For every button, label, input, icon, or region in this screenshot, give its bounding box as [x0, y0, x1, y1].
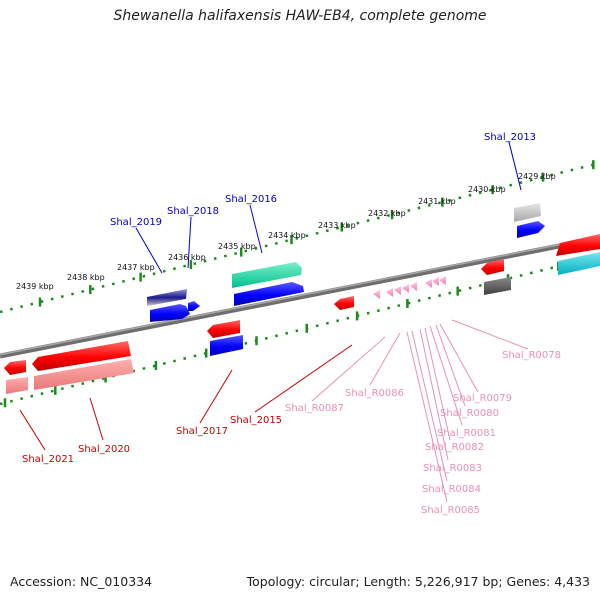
gene-shal-2016[interactable] — [234, 282, 304, 306]
gene-shal-2020-light[interactable] — [34, 359, 134, 390]
gene-rna-cluster-5[interactable] — [410, 282, 417, 291]
gene-rna-cluster-7[interactable] — [432, 277, 439, 286]
outer-major-ticks — [38, 160, 595, 307]
gene-rna-cluster-2[interactable] — [386, 288, 393, 297]
gene-shal-2015[interactable] — [334, 296, 354, 310]
leader-shal-r0079 — [439, 323, 479, 393]
leader-shal-r0085 — [406, 331, 448, 503]
leader-shal-r0087 — [311, 336, 386, 402]
gene-rna-cluster-6[interactable] — [425, 279, 432, 288]
gene-rna-cluster-1[interactable] — [373, 290, 380, 299]
scale-label-2434: 2434 kbp — [268, 231, 306, 240]
inner-major-ticks — [3, 261, 560, 408]
leader-shal-r0082 — [424, 327, 451, 441]
gene-shal-2021[interactable] — [4, 360, 26, 375]
scale-label-2431: 2431 kbp — [418, 197, 456, 206]
gene-shal-2013[interactable] — [517, 221, 545, 238]
label-shal-2017[interactable]: Shal_2017 — [176, 426, 228, 437]
leader-shal-2017 — [199, 369, 233, 424]
label-shal-r0079[interactable]: Shal_R0079 — [453, 393, 512, 404]
gene-shal-2019-grey[interactable] — [147, 289, 187, 306]
gene-shal-2019[interactable] — [150, 304, 190, 322]
map-title: Shewanella halifaxensis HAW-EB4, complet… — [113, 8, 487, 24]
leader-shal-2020 — [89, 397, 104, 441]
leader-shal-r0086 — [369, 332, 401, 386]
leader-shal-r0084 — [411, 330, 448, 482]
label-shal-2020[interactable]: Shal_2020 — [78, 444, 130, 455]
label-shal-r0086[interactable]: Shal_R0086 — [345, 388, 404, 399]
gene-shal-2018[interactable] — [188, 301, 200, 311]
scale-label-2432: 2432 kbp — [368, 209, 406, 218]
gene-shal-2021-light[interactable] — [6, 377, 28, 394]
leader-shal-r0083 — [419, 328, 449, 461]
gene-right-cyan[interactable] — [558, 252, 600, 275]
label-shal-r0087[interactable]: Shal_R0087 — [285, 403, 344, 414]
scale-label-2435: 2435 kbp — [218, 242, 256, 251]
label-shal-r0082[interactable]: Shal_R0082 — [425, 442, 484, 453]
label-shal-2015[interactable]: Shal_2015 — [230, 415, 282, 426]
gene-shal-2017[interactable] — [207, 320, 240, 338]
label-shal-r0085[interactable]: Shal_R0085 — [421, 505, 480, 516]
leader-shal-2021 — [19, 409, 46, 451]
label-shal-r0080[interactable]: Shal_R0080 — [440, 408, 499, 419]
outer-scale-ring — [0, 161, 600, 314]
scale-label-2439: 2439 kbp — [16, 282, 54, 291]
leader-shal-2018 — [187, 216, 192, 269]
gene-labels: Shal_2019 Shal_2018 Shal_2016 Shal_2013 … — [22, 132, 561, 516]
genome-summary-text: Topology: circular; Length: 5,226,917 bp… — [246, 574, 590, 589]
forward-strand-genes — [147, 203, 600, 322]
gene-shal-2013-grey[interactable] — [514, 203, 541, 222]
gene-rna-cluster-4[interactable] — [402, 284, 409, 293]
scale-label-2437: 2437 kbp — [117, 263, 155, 272]
scale-label-2430: 2430 kbp — [468, 185, 506, 194]
gene-rna-cluster-8[interactable] — [439, 276, 446, 285]
gene-shal-2020[interactable] — [32, 341, 131, 371]
label-shal-r0084[interactable]: Shal_R0084 — [422, 484, 481, 495]
leader-shal-2019 — [135, 227, 163, 274]
gene-shal-2016-teal[interactable] — [232, 262, 302, 288]
leader-shal-2016 — [249, 204, 263, 254]
scale-label-2436: 2436 kbp — [168, 253, 206, 262]
label-shal-r0078[interactable]: Shal_R0078 — [502, 350, 561, 361]
accession-text: Accession: NC_010334 — [10, 574, 153, 589]
leader-shal-r0078 — [451, 319, 529, 350]
label-shal-2013[interactable]: Shal_2013 — [484, 132, 536, 143]
label-shal-r0081[interactable]: Shal_R0081 — [437, 428, 496, 439]
reverse-strand-genes — [4, 259, 511, 394]
scale-labels: 2439 kbp 2438 kbp 2437 kbp 2436 kbp 2435… — [16, 172, 556, 291]
scale-label-2429: 2429 kbp — [518, 172, 556, 181]
label-shal-2016[interactable]: Shal_2016 — [225, 194, 277, 205]
leader-shal-2013 — [508, 141, 522, 191]
gene-right-red[interactable] — [556, 234, 600, 256]
scale-label-2438: 2438 kbp — [67, 273, 105, 282]
label-shal-2019[interactable]: Shal_2019 — [110, 217, 162, 228]
label-shal-2021[interactable]: Shal_2021 — [22, 454, 74, 465]
gene-leader-lines — [19, 141, 529, 503]
gene-shal-2017-blue[interactable] — [210, 335, 243, 356]
gene-rna-cluster-3[interactable] — [394, 286, 401, 295]
genome-backbone — [0, 235, 600, 359]
leader-shal-r0080 — [435, 324, 466, 407]
gene-dark-mid[interactable] — [484, 277, 511, 295]
gene-red-mid[interactable] — [481, 259, 504, 275]
scale-label-2433: 2433 kbp — [318, 221, 356, 230]
label-shal-2018[interactable]: Shal_2018 — [167, 206, 219, 217]
leader-shal-2015 — [254, 344, 353, 413]
leader-shal-r0081 — [429, 325, 463, 426]
label-shal-r0083[interactable]: Shal_R0083 — [423, 463, 482, 474]
